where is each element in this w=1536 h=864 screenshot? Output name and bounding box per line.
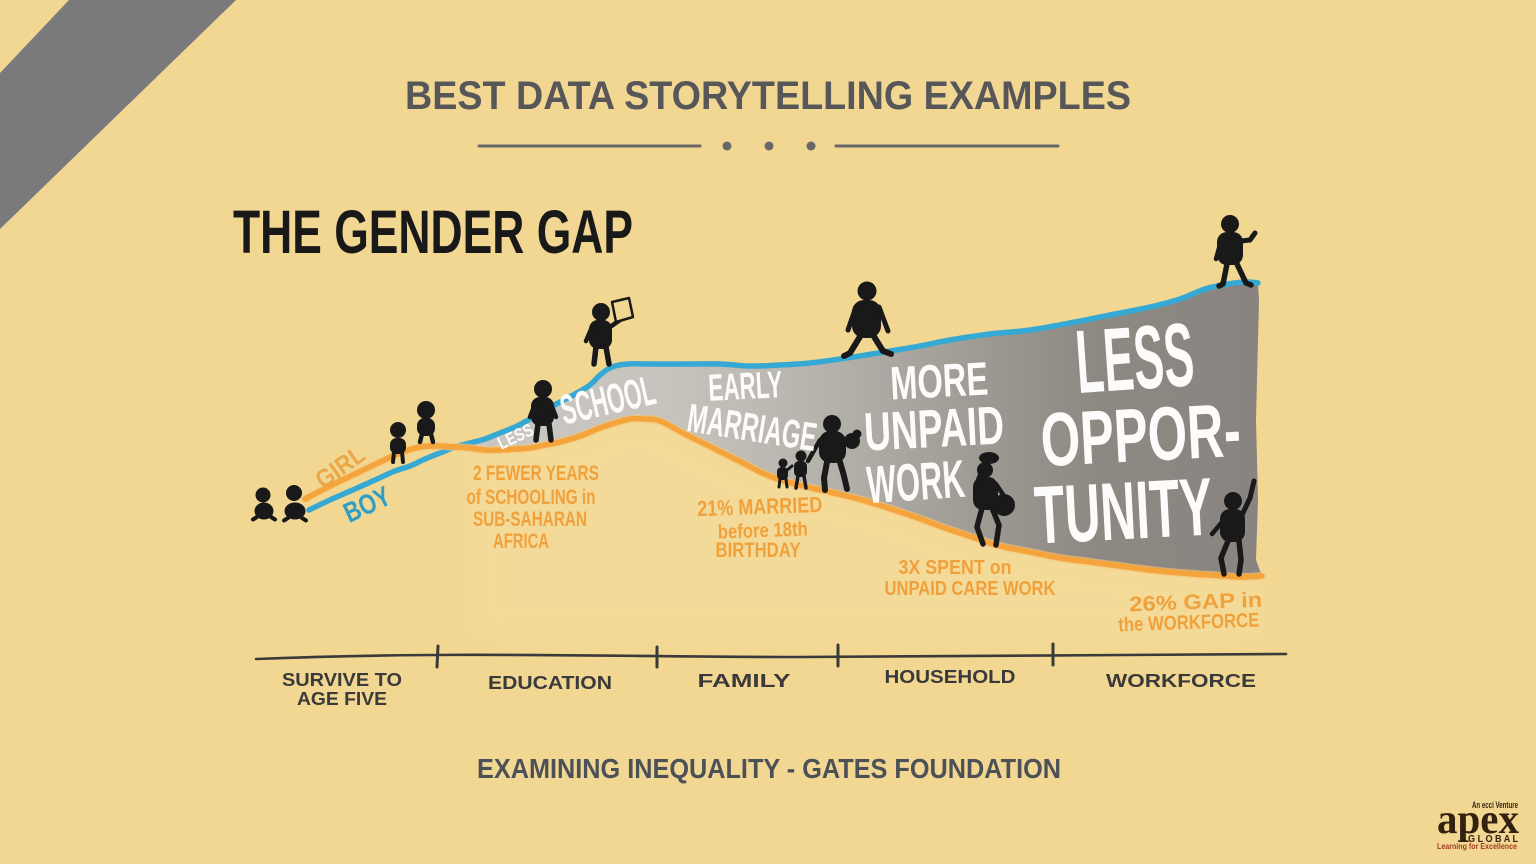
svg-text:AFRICA: AFRICA — [493, 530, 549, 553]
svg-text:the WORKFORCE: the WORKFORCE — [1118, 610, 1260, 637]
svg-text:26% GAP in: 26% GAP in — [1129, 589, 1263, 617]
svg-text:G L O B A L: G L O B A L — [1468, 834, 1518, 845]
svg-text:WORKFORCE: WORKFORCE — [1106, 671, 1256, 691]
svg-text:LESS: LESS — [1073, 305, 1198, 413]
svg-text:BIRTHDAY: BIRTHDAY — [716, 539, 801, 562]
svg-text:UNPAID: UNPAID — [863, 395, 1006, 462]
svg-text:SURVIVE TO: SURVIVE TO — [282, 670, 402, 690]
svg-text:of SCHOOLING in: of SCHOOLING in — [467, 486, 596, 509]
svg-text:EXAMINING INEQUALITY - GATES F: EXAMINING INEQUALITY - GATES FOUNDATION — [477, 753, 1061, 784]
svg-text:UNPAID CARE WORK: UNPAID CARE WORK — [885, 578, 1056, 600]
svg-text:BEST DATA STORYTELLING EXAMPLE: BEST DATA STORYTELLING EXAMPLES — [405, 74, 1131, 118]
svg-text:AGE FIVE: AGE FIVE — [297, 689, 387, 709]
svg-text:TUNITY: TUNITY — [1032, 461, 1215, 561]
svg-text:3X SPENT on: 3X SPENT on — [899, 557, 1012, 579]
svg-text:apex: apex — [1437, 797, 1519, 843]
svg-text:2 FEWER YEARS: 2 FEWER YEARS — [473, 462, 599, 485]
svg-text:SUB-SAHARAN: SUB-SAHARAN — [473, 508, 587, 531]
svg-text:Learning for Excellence: Learning for Excellence — [1437, 842, 1517, 851]
svg-text:An ecci Venture: An ecci Venture — [1472, 800, 1518, 810]
svg-text:EDUCATION: EDUCATION — [488, 673, 612, 693]
svg-text:OPPOR-: OPPOR- — [1039, 388, 1243, 483]
svg-text:EARLY: EARLY — [707, 364, 783, 410]
svg-text:THE GENDER GAP: THE GENDER GAP — [233, 198, 633, 266]
svg-text:before 18th: before 18th — [717, 518, 808, 543]
svg-text:MORE: MORE — [889, 351, 990, 409]
svg-text:HOUSEHOLD: HOUSEHOLD — [885, 667, 1016, 687]
svg-text:21% MARRIED: 21% MARRIED — [697, 492, 823, 521]
svg-text:FAMILY: FAMILY — [698, 671, 791, 691]
svg-text:WORK: WORK — [865, 450, 967, 516]
